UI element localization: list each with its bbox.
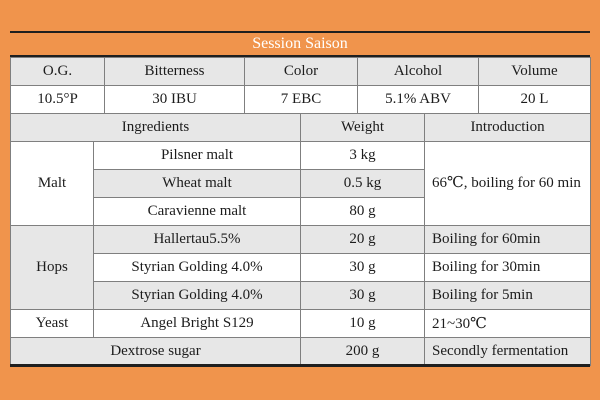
weight-cell: 0.5 kg [300,169,426,198]
spec-value-alcohol: 5.1% ABV [357,85,479,114]
specs-table: O.G. Bitterness Color Alcohol Volume 10.… [10,57,591,114]
category-cell-hops: Hops [10,225,94,310]
ingredients-header-row: Ingredients Weight Introduction [9,113,592,142]
specs-value-row: 10.5°P 30 IBU 7 EBC 5.1% ABV 20 L [10,85,591,114]
weight-cell: 80 g [300,197,426,226]
ingredient-name-cell: Caravienne malt [92,197,302,226]
hops-row-2: Styrian Golding 4.0% 30 g Boiling for 30… [11,253,592,282]
title-divider-line [10,55,590,57]
top-divider-line [10,31,590,33]
category-cell-yeast: Yeast [10,309,94,338]
spec-header-volume: Volume [478,57,591,86]
weight-cell: 30 g [300,253,426,282]
ingredient-name-cell: Dextrose sugar [9,337,302,366]
weight-cell: 30 g [300,281,426,310]
category-cell-malt: Malt [10,141,94,226]
introduction-cell: Boiling for 60min [424,225,592,254]
ingredient-name-cell: Styrian Golding 4.0% [92,253,302,282]
weight-cell: 10 g [300,309,426,338]
hops-row-3: Styrian Golding 4.0% 30 g Boiling for 5m… [11,281,592,310]
header-ingredients: Ingredients [9,113,302,142]
ingredient-name-cell: Styrian Golding 4.0% [92,281,302,310]
ingredient-name-cell: Hallertau5.5% [92,225,302,254]
weight-cell: 3 kg [300,141,426,170]
page-title: Session Saison [252,35,348,52]
introduction-cell-malt: 66℃, boiling for 60 min [424,141,592,226]
ingredient-name-cell: Angel Bright S129 [92,309,302,338]
malt-row-3: Caravienne malt 80 g [11,197,591,226]
spec-header-color: Color [244,57,358,86]
sugar-row: Dextrose sugar 200 g Secondly fermentati… [9,337,592,366]
weight-cell: 200 g [300,337,426,366]
hops-row-1: Hops Hallertau5.5% 20 g Boiling for 60mi… [10,225,592,310]
yeast-row: Yeast Angel Bright S129 10 g 21~30℃ [10,309,592,338]
spec-value-volume: 20 L [478,85,591,114]
introduction-cell: Secondly fermentation [424,337,592,366]
spec-header-alcohol: Alcohol [357,57,479,86]
spec-header-og: O.G. [10,57,105,86]
spec-value-color: 7 EBC [244,85,358,114]
bottom-divider-line [10,364,590,367]
header-weight: Weight [300,113,426,142]
ingredient-name-cell: Wheat malt [92,169,302,198]
introduction-cell: Boiling for 30min [424,253,592,282]
spec-value-og: 10.5°P [10,85,105,114]
weight-cell: 20 g [300,225,426,254]
header-introduction: Introduction [424,113,592,142]
specs-header-row: O.G. Bitterness Color Alcohol Volume [10,57,591,86]
ingredient-name-cell: Pilsner malt [92,141,302,170]
malt-row-1: Malt Pilsner malt 3 kg 66℃, boiling for … [10,141,592,226]
spec-header-bitterness: Bitterness [104,57,245,86]
spec-value-bitterness: 30 IBU [104,85,245,114]
ingredients-table: Ingredients Weight Introduction Malt Pil… [9,113,592,366]
introduction-cell: 21~30℃ [424,309,592,338]
introduction-cell: Boiling for 5min [424,281,592,310]
